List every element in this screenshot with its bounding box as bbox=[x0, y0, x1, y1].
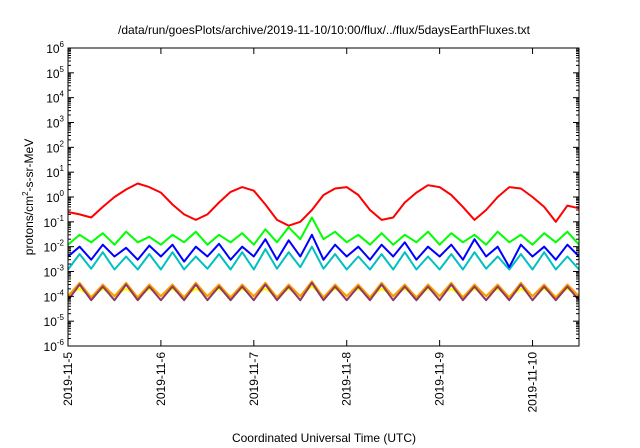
x-tick-label: 2019-11-8 bbox=[340, 352, 354, 406]
x-axis-label: Coordinated Universal Time (UTC) bbox=[232, 431, 416, 445]
y-tick-label: 102 bbox=[46, 139, 64, 155]
y-tick-label: 103 bbox=[46, 115, 64, 131]
y-tick-label: 10-3 bbox=[44, 264, 65, 280]
x-tick-label: 2019-11-6 bbox=[154, 352, 168, 406]
y-tick-label: 10-4 bbox=[44, 288, 65, 304]
x-tick-label: 2019-11-9 bbox=[433, 352, 447, 406]
y-tick-label: 10-2 bbox=[44, 239, 65, 255]
x-tick-label: 2019-11-10 bbox=[526, 352, 540, 413]
series-line-6 bbox=[67, 280, 580, 299]
x-tick-label: 2019-11-5 bbox=[61, 352, 75, 406]
x-tick-label: 2019-11-7 bbox=[247, 352, 261, 406]
chart-title: /data/run/goesPlots/archive/2019-11-10/1… bbox=[118, 23, 531, 37]
y-tick-label: 104 bbox=[46, 90, 64, 106]
series-line-4 bbox=[67, 233, 580, 269]
plot-frame bbox=[67, 47, 580, 347]
y-axis-label: protons/cm2-s-sr-MeV bbox=[21, 139, 36, 255]
y-tick-label: 100 bbox=[46, 189, 64, 205]
y-axis: 10-6 10-5 10-4 10-3 10-2 10-1 100 101 102 103 104 1… bbox=[44, 40, 579, 354]
y-tick-label: 10-1 bbox=[44, 214, 65, 230]
y-tick-label: 10-6 bbox=[44, 338, 65, 354]
series-line-1 bbox=[67, 182, 580, 227]
x-axis: 2019-11-5 2019-11-6 2019-11-7 2019-11-8 2019… bbox=[61, 48, 540, 413]
series-line-3 bbox=[67, 245, 580, 271]
y-tick-label: 106 bbox=[46, 40, 64, 56]
y-tick-label: 105 bbox=[46, 65, 64, 81]
series-line-2 bbox=[67, 216, 580, 246]
y-tick-label: 10-5 bbox=[44, 313, 65, 329]
series-line-7 bbox=[67, 281, 580, 302]
y-tick-label: 101 bbox=[46, 164, 64, 180]
series-layer bbox=[67, 182, 580, 302]
